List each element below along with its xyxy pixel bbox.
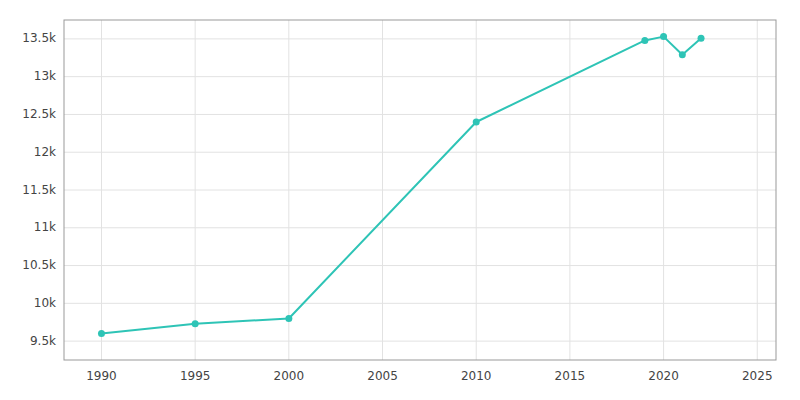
y-tick-label: 11.5k — [22, 183, 56, 197]
x-tick-label: 2010 — [461, 369, 492, 383]
point — [285, 315, 292, 322]
point — [192, 320, 199, 327]
x-tick-label: 2015 — [555, 369, 586, 383]
tick-labels: 9.5k 10k 10.5k 11k 11.5k 12k 12.5k 13k 13.5k 1990… — [22, 31, 772, 383]
x-tick-label: 1990 — [86, 369, 117, 383]
x-grid-line — [195, 20, 196, 360]
x-grid-line — [569, 20, 570, 360]
y-tick-label: 12.5k — [22, 107, 56, 121]
y-grid-line — [64, 38, 776, 39]
x-tick-label: 2000 — [274, 369, 305, 383]
y-grid-line — [64, 76, 776, 77]
point — [473, 119, 480, 126]
point — [698, 35, 705, 42]
y-grid-line — [64, 114, 776, 115]
point — [660, 33, 667, 40]
y-tick-label: 11k — [34, 220, 56, 234]
plot-frame — [64, 20, 776, 360]
y-grid-line — [64, 265, 776, 266]
chart-container: 9.5k 10k 10.5k 11k 11.5k 12k 12.5k 13k 13.5k 1990… — [0, 0, 800, 400]
y-tick-label: 12k — [34, 145, 56, 159]
x-grid-line — [101, 20, 102, 360]
point — [98, 330, 105, 337]
x-grid-line — [663, 20, 664, 360]
x-tick-label: 2020 — [648, 369, 679, 383]
chart-svg: 9.5k 10k 10.5k 11k 11.5k 12k 12.5k 13k 13.5k 1990… — [0, 0, 800, 400]
y-grid-line — [64, 152, 776, 153]
x-tick-label: 1995 — [180, 369, 211, 383]
x-grid-line — [757, 20, 758, 360]
point — [641, 37, 648, 44]
series — [98, 33, 705, 337]
y-tick-label: 10.5k — [22, 258, 56, 272]
x-grid-line — [288, 20, 289, 360]
y-grid-line — [64, 341, 776, 342]
y-tick-label: 9.5k — [30, 334, 56, 348]
x-grid-line — [476, 20, 477, 360]
grid — [64, 20, 776, 360]
line — [101, 37, 701, 334]
y-grid-line — [64, 190, 776, 191]
point — [679, 51, 686, 58]
y-tick-label: 13.5k — [22, 31, 56, 45]
y-grid-line — [64, 303, 776, 304]
y-tick-label: 13k — [34, 69, 56, 83]
y-tick-label: 10k — [34, 296, 56, 310]
x-tick-label: 2005 — [367, 369, 398, 383]
y-grid-line — [64, 227, 776, 228]
x-tick-label: 2025 — [742, 369, 773, 383]
x-grid-line — [382, 20, 383, 360]
